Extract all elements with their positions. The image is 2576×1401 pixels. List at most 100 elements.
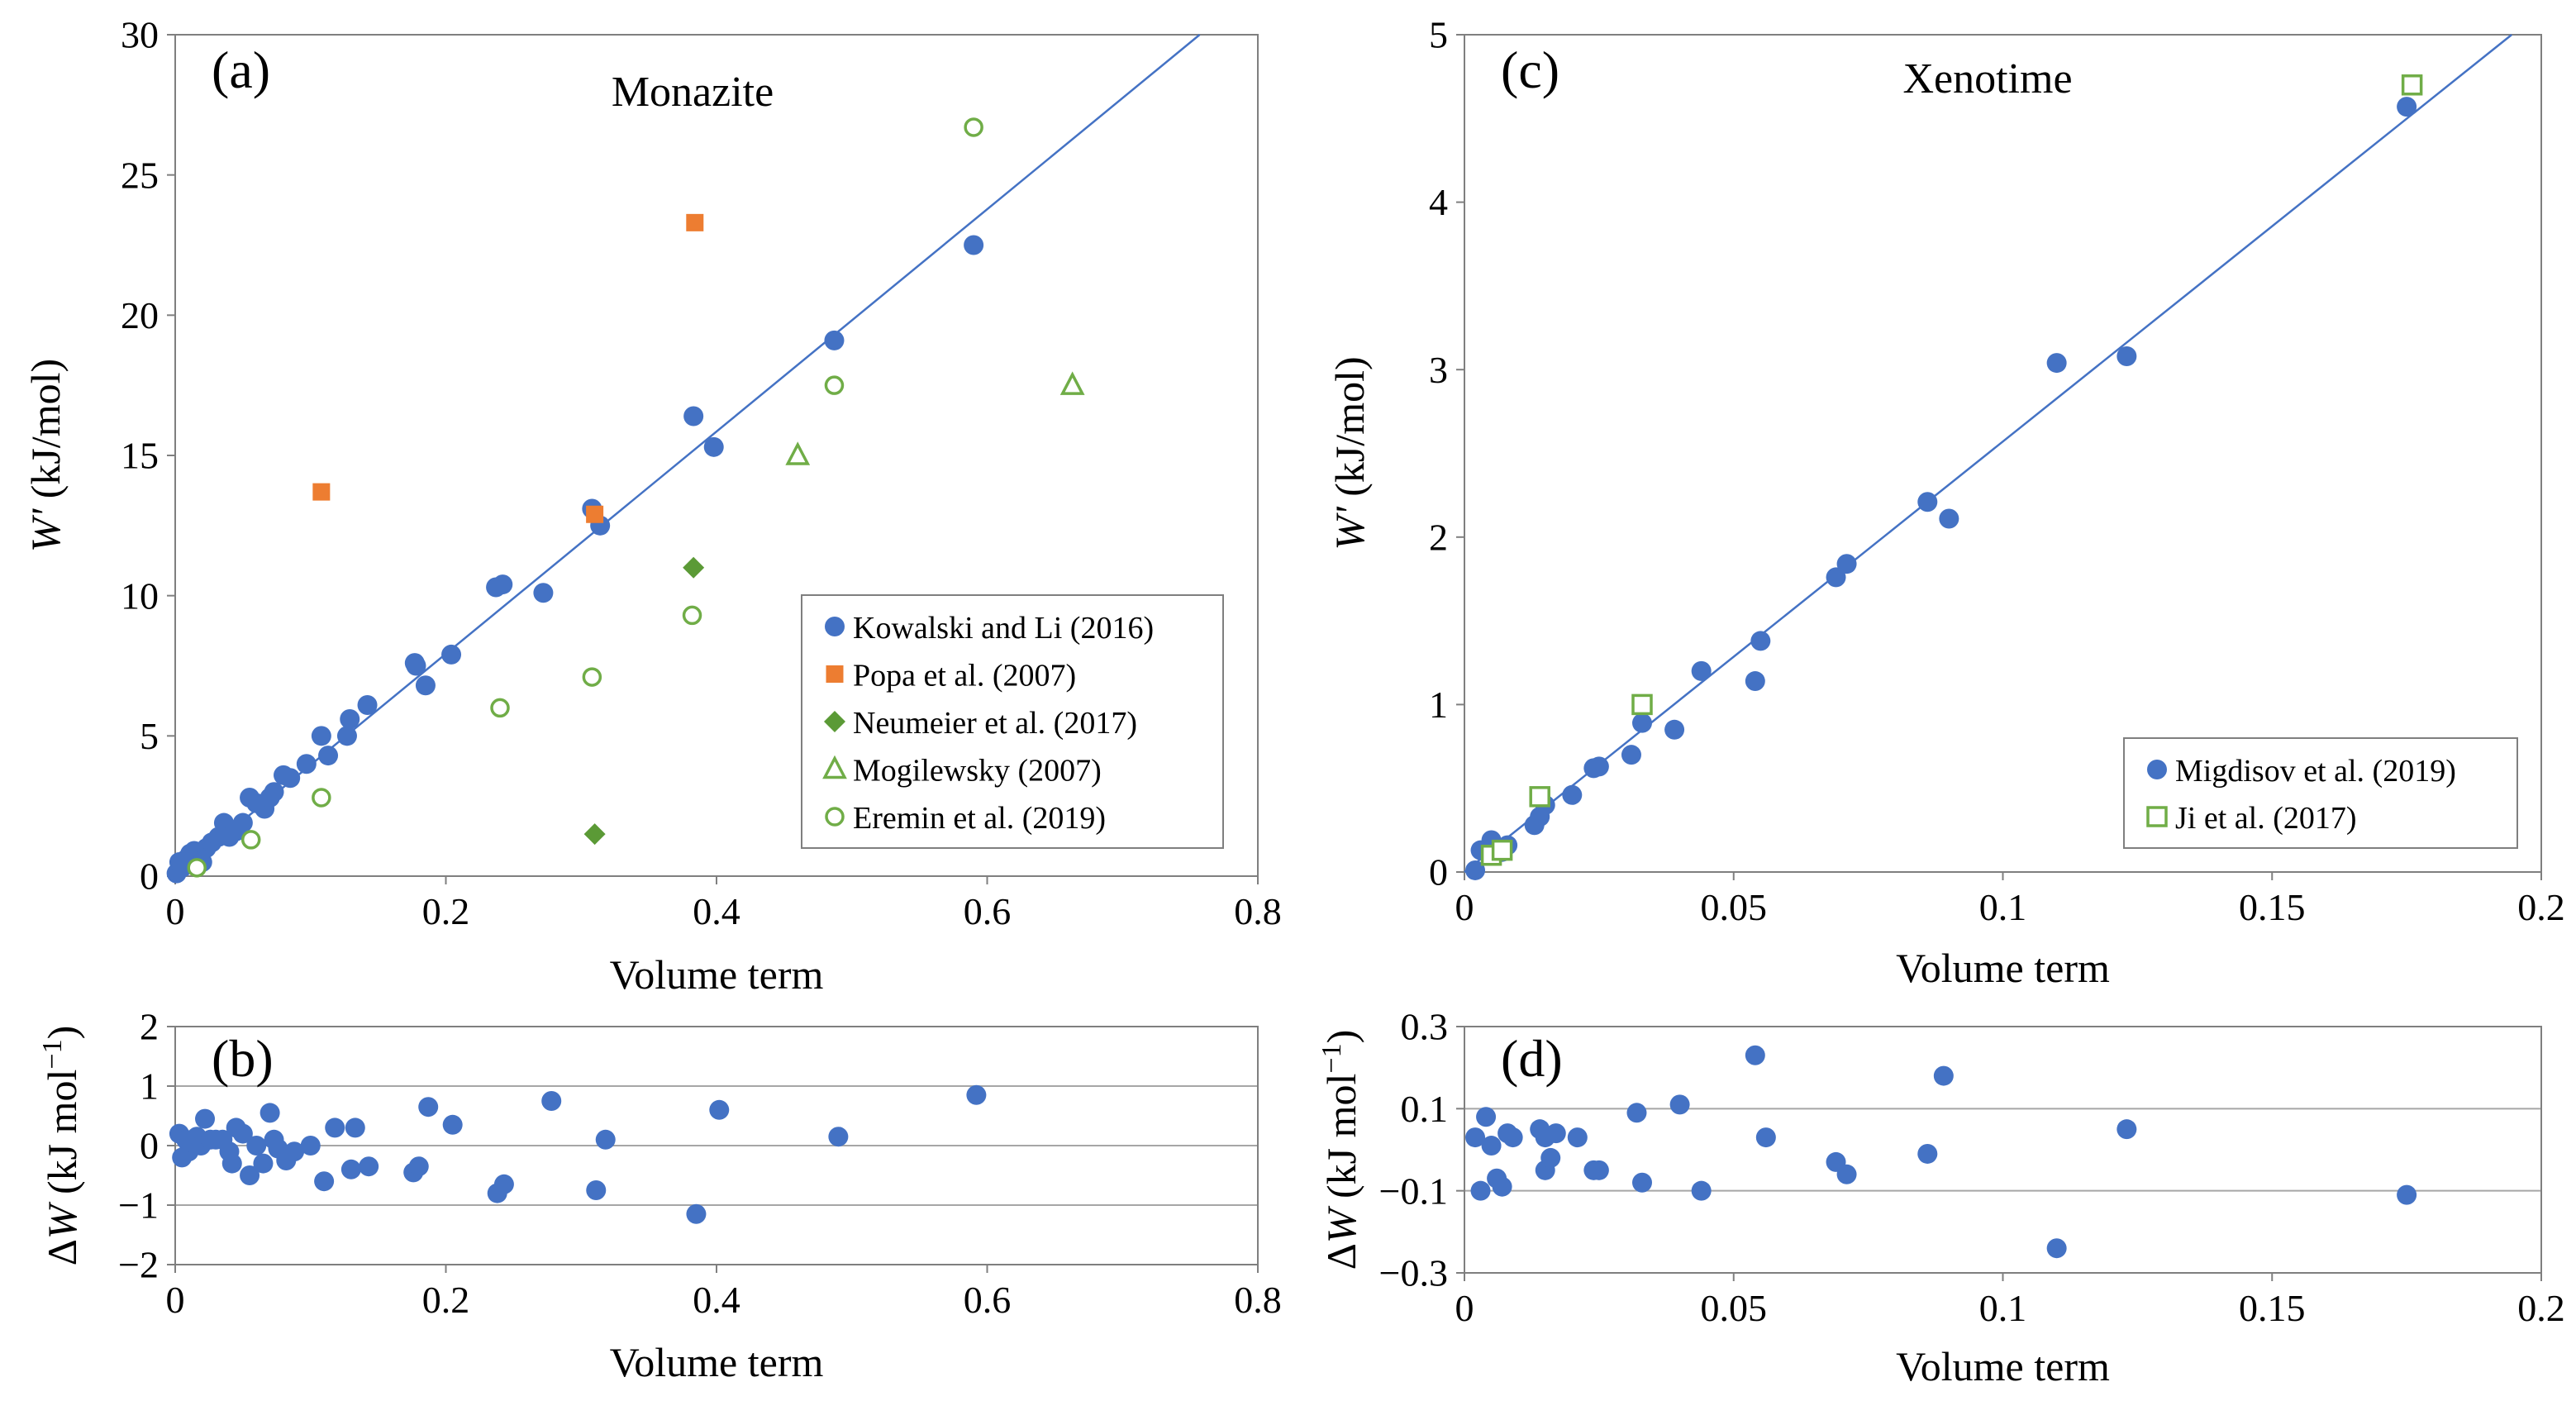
series-ji-et-al-2017 [1480, 74, 2423, 866]
y-tick-label: 0 [140, 1125, 159, 1167]
data-point [442, 1114, 463, 1135]
series-popa-et-al-2007 [312, 213, 704, 523]
legend-label: Mogilewsky (2007) [853, 754, 1102, 789]
legend-marker [2147, 760, 2167, 779]
data-point [1562, 784, 1583, 805]
x-tick-label: 0.8 [1234, 1279, 1282, 1321]
legend-entry: Migdisov et al. (2019) [2147, 754, 2456, 789]
y-label-prefix: Δ [39, 1239, 85, 1265]
data-point [586, 505, 604, 523]
legend-entry: Ji et al. (2017) [2146, 801, 2357, 836]
data-point [408, 1156, 429, 1177]
data-point [336, 726, 357, 746]
data-point [2117, 1119, 2137, 1140]
data-point [1691, 1180, 1712, 1201]
y-tick-label: 10 [121, 574, 159, 617]
y-tick-label: 15 [121, 435, 159, 477]
legend-marker [825, 617, 845, 636]
data-point [296, 754, 317, 774]
x-tick-label: 0.2 [2517, 886, 2565, 928]
data-point [1631, 712, 1652, 733]
y-label-close: ) [1318, 1030, 1364, 1044]
data-point [253, 1153, 274, 1174]
y-label-symbol: W' [1326, 506, 1373, 550]
data-point [359, 1156, 379, 1177]
y-tick-label: 0.3 [1401, 1006, 1449, 1048]
data-point [1470, 1180, 1491, 1201]
y-tick-label: 4 [1429, 181, 1448, 223]
y-label-symbol: W [1318, 1205, 1364, 1243]
legend-label: Eremin et al. (2019) [853, 801, 1106, 836]
data-point [325, 1117, 345, 1138]
data-point [824, 375, 845, 395]
legend-label: Neumeier et al. (2017) [853, 706, 1137, 741]
data-point [2397, 1184, 2417, 1205]
y-axis-label: ΔW (kJ mol−1) [37, 1026, 85, 1266]
legend-box [2123, 737, 2518, 849]
y-tick-label: 0.1 [1401, 1088, 1449, 1130]
x-axis-label: Volume term [1896, 945, 2110, 991]
series-residuals [169, 1084, 987, 1224]
data-point [582, 667, 602, 687]
y-tick-label: 5 [140, 715, 159, 757]
data-point [2401, 74, 2423, 96]
chart-title: Monazite [612, 69, 774, 116]
data-point [264, 782, 284, 803]
data-point [418, 1097, 439, 1117]
data-point [1621, 745, 1641, 765]
data-point [683, 406, 704, 426]
y-tick-label: 20 [121, 294, 159, 336]
data-point [240, 830, 261, 850]
data-point [1745, 671, 1765, 692]
series-neumeier-et-al-2017 [583, 556, 705, 846]
data-point [415, 675, 436, 696]
x-tick-label: 0 [1455, 1287, 1474, 1329]
x-tick-label: 0 [1455, 886, 1474, 928]
x-tick-label: 0 [166, 890, 185, 932]
data-point [2046, 353, 2067, 374]
x-tick-label: 0.05 [1701, 886, 1768, 928]
data-point [1588, 756, 1609, 777]
y-label-close: ) [39, 1026, 85, 1040]
legend-marker [825, 807, 845, 827]
data-point [1529, 786, 1550, 808]
data-point [1465, 860, 1486, 880]
x-tick-label: 0.8 [1234, 890, 1282, 932]
data-point [703, 436, 724, 457]
y-label-symbol: W' [22, 508, 69, 552]
data-point [595, 1129, 616, 1150]
data-point [586, 1180, 607, 1200]
data-point [1476, 1107, 1497, 1127]
data-point [686, 213, 704, 231]
data-point [240, 1165, 260, 1185]
data-point [1939, 508, 1959, 529]
plot-area-border [1464, 1026, 2542, 1274]
data-point [964, 117, 983, 137]
x-tick-label: 0.15 [2239, 1287, 2306, 1329]
y-label-units: (kJ mol [39, 1070, 85, 1205]
panel-a-monazite: 0 5 10 15 20 25 30 0 0.2 0.4 0.6 0.8 (a) Monazite Volu… [22, 14, 1282, 998]
data-point [1545, 1123, 1566, 1144]
data-point [406, 655, 426, 676]
data-point [345, 1117, 365, 1138]
y-label-units: (kJ/mol) [1326, 356, 1373, 507]
panel-label: (c) [1501, 41, 1559, 99]
data-point [1059, 371, 1085, 395]
data-point [1540, 1147, 1561, 1168]
data-point [221, 1153, 242, 1174]
data-point [1691, 660, 1712, 681]
y-axis-label: W' (kJ/mol) [22, 359, 69, 552]
data-point [2397, 97, 2417, 117]
panel-c-xenotime: 0 1 2 3 4 5 0 0.05 0.1 0.15 0.2 (c) Xenotime Volume t… [1326, 14, 2565, 991]
x-tick-label: 0.05 [1701, 1287, 1768, 1329]
data-point [824, 330, 845, 350]
x-tick-label: 0.15 [2239, 886, 2306, 928]
data-point [493, 1174, 514, 1194]
y-tick-label: −2 [118, 1244, 159, 1286]
data-point [1836, 1164, 1857, 1184]
series-mogilewsky-2007 [785, 371, 1085, 465]
panel-d-xenotime-residuals: −0.3 −0.1 0.1 0.3 0 0.05 0.1 0.15 0.2 (d) Volume t… [1317, 1006, 2565, 1389]
y-tick-label: −0.1 [1379, 1170, 1448, 1212]
y-tick-label: −1 [118, 1184, 159, 1227]
legend-label: Migdisov et al. (2019) [2175, 754, 2456, 789]
